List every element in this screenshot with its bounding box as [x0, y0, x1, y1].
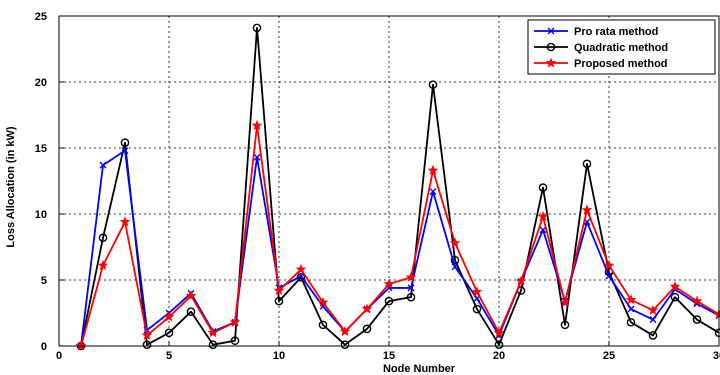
data-point	[581, 204, 593, 215]
data-point	[97, 259, 109, 271]
data-point	[253, 153, 261, 161]
data-point	[141, 329, 153, 340]
data-point	[670, 292, 680, 302]
data-point	[340, 340, 350, 349]
legend-item: Pro rata method	[534, 26, 658, 38]
series-line	[80, 149, 720, 347]
data-point	[119, 216, 131, 227]
data-point	[625, 294, 637, 305]
x-tick-label: 5	[166, 350, 172, 362]
axis-ticks: 0 5 10 15 20 25 30 0 5 10 15 20 25	[35, 11, 720, 362]
data-point	[230, 336, 240, 346]
legend: Pro rata method Quadratic method Proposed …	[527, 19, 716, 75]
data-point	[451, 263, 459, 271]
x-tick-label: 20	[493, 350, 505, 362]
y-tick-label: 10	[35, 209, 47, 221]
data-point	[384, 296, 394, 306]
data-point	[99, 161, 107, 169]
x-tick-label: 10	[273, 350, 285, 362]
data-point	[406, 292, 416, 302]
data-point	[626, 317, 636, 327]
data-point	[545, 57, 557, 68]
data-point	[515, 275, 527, 286]
data-point	[603, 259, 615, 271]
data-point	[273, 284, 285, 296]
legend-label: Quadratic method	[574, 42, 668, 54]
data-point	[427, 164, 439, 175]
data-point	[185, 290, 197, 301]
data-point	[317, 296, 329, 307]
data-point	[669, 280, 681, 292]
data-point	[582, 159, 592, 169]
data-point	[120, 138, 130, 148]
data-point	[627, 305, 635, 313]
data-point	[560, 320, 570, 330]
data-point	[428, 80, 438, 89]
data-point	[207, 327, 219, 338]
series-line	[80, 124, 720, 347]
data-point	[559, 296, 571, 307]
y-axis-label: Loss Allocation (in kW)	[5, 126, 17, 248]
x-tick-label: 30	[713, 350, 720, 362]
data-point	[407, 284, 415, 292]
data-point	[186, 307, 196, 316]
data-point	[98, 233, 108, 243]
data-point	[546, 42, 556, 52]
data-point	[339, 325, 351, 337]
data-point	[121, 147, 129, 155]
y-tick-label: 0	[41, 341, 47, 353]
data-point	[648, 331, 658, 340]
data-point	[649, 316, 657, 324]
data-point	[295, 263, 307, 274]
data-point	[142, 340, 152, 349]
data-point	[164, 328, 174, 338]
series-proposed-method	[75, 119, 720, 351]
legend-item: Quadratic method	[534, 42, 668, 54]
data-point	[163, 311, 175, 322]
x-tick-label: 0	[56, 350, 62, 362]
data-point	[405, 271, 417, 282]
data-point	[538, 183, 548, 192]
y-tick-label: 5	[41, 275, 47, 287]
data-point	[383, 278, 395, 289]
data-point	[429, 188, 437, 196]
x-tick-label: 15	[383, 350, 395, 362]
data-point	[229, 316, 241, 327]
data-point	[605, 272, 613, 280]
data-point	[361, 303, 373, 314]
data-point	[472, 304, 482, 314]
data-point	[252, 23, 262, 33]
x-tick-label: 25	[603, 350, 615, 362]
data-point	[547, 27, 555, 35]
data-point	[647, 304, 659, 315]
data-point	[692, 315, 702, 324]
data-point	[493, 327, 505, 338]
data-point	[362, 324, 372, 334]
data-point	[318, 320, 328, 330]
series-layer	[75, 23, 720, 351]
legend-item: Proposed method	[534, 57, 668, 70]
data-point	[449, 237, 461, 248]
legend-label: Proposed method	[574, 58, 668, 70]
data-point	[471, 286, 483, 297]
data-point	[691, 295, 703, 306]
x-axis-label: Node Number	[383, 363, 456, 375]
y-tick-label: 20	[35, 77, 47, 89]
data-point	[251, 119, 263, 131]
legend-label: Pro rata method	[574, 26, 658, 38]
y-tick-label: 15	[35, 143, 47, 155]
data-point	[274, 296, 284, 306]
data-point	[537, 211, 549, 222]
data-point	[208, 340, 218, 349]
y-tick-label: 25	[35, 11, 47, 23]
